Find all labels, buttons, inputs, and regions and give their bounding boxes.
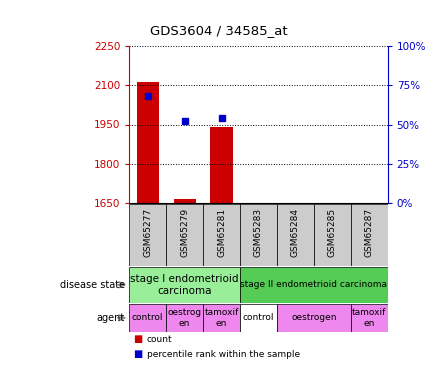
Text: agent: agent [97,313,125,323]
Text: GDS3604 / 34585_at: GDS3604 / 34585_at [150,24,288,38]
Text: tamoxif
en: tamoxif en [204,308,239,327]
Bar [351,204,388,266]
Bar [240,204,277,266]
Text: oestrogen: oestrogen [291,314,336,322]
Text: control: control [243,314,274,322]
Text: disease state: disease state [60,280,125,290]
Text: percentile rank within the sample: percentile rank within the sample [147,350,300,359]
Text: GSM65281: GSM65281 [217,209,226,258]
Text: ■: ■ [134,334,143,344]
Text: stage II endometrioid carcinoma: stage II endometrioid carcinoma [240,280,387,290]
Bar [210,127,233,203]
Text: ■: ■ [134,350,143,359]
Bar [137,82,159,203]
Text: GSM65279: GSM65279 [180,209,189,258]
Text: GSM65287: GSM65287 [365,209,374,258]
Bar [277,304,351,332]
Text: stage I endometrioid
carcinoma: stage I endometrioid carcinoma [131,274,239,296]
Bar [203,204,240,266]
Text: GSM65277: GSM65277 [143,209,152,258]
Bar [166,204,203,266]
Text: GSM65283: GSM65283 [254,209,263,258]
Text: GSM65284: GSM65284 [291,209,300,257]
Bar [129,267,240,303]
Text: oestrog
en: oestrog en [167,308,201,327]
Text: tamoxif
en: tamoxif en [352,308,386,327]
Bar [129,304,166,332]
Text: count: count [147,335,173,344]
Bar [129,204,166,266]
Bar [240,304,277,332]
Text: GSM65285: GSM65285 [328,209,337,258]
Bar [240,267,388,303]
Text: control: control [132,314,163,322]
Bar [277,204,314,266]
Bar [203,304,240,332]
Bar [173,198,196,203]
Bar [351,304,388,332]
Bar [314,204,351,266]
Bar [166,304,203,332]
